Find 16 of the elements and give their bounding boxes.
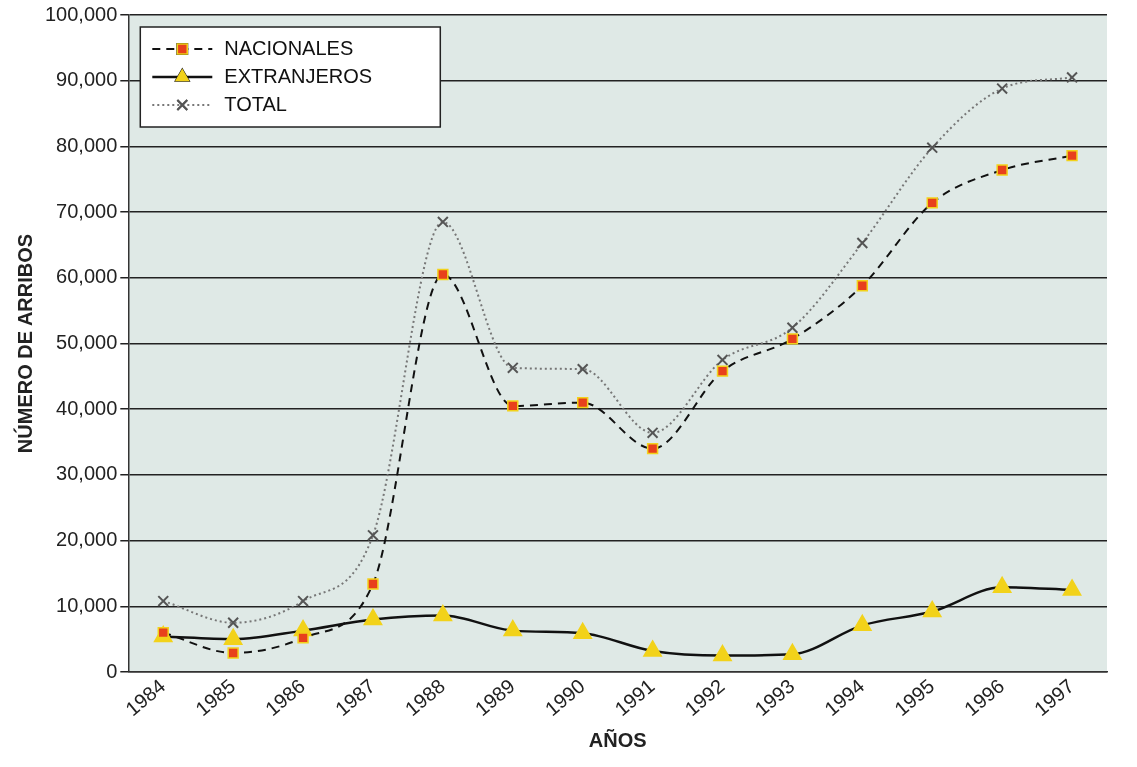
y-tick-label: 10,000	[56, 593, 118, 616]
y-tick-label: 30,000	[56, 462, 118, 485]
y-tick-label: 90,000	[56, 68, 118, 91]
legend-label: NACIONALES	[224, 36, 354, 59]
y-tick-label: 100,000	[45, 2, 118, 25]
y-tick-label: 20,000	[56, 528, 118, 551]
y-tick-label: 50,000	[56, 331, 118, 354]
legend-label: EXTRANJEROS	[224, 64, 373, 87]
y-tick-label: 80,000	[56, 133, 118, 156]
y-tick-label: 60,000	[56, 265, 118, 288]
y-tick-label: 0	[106, 659, 118, 682]
y-axis-title: NÚMERO DE ARRIBOS	[12, 233, 36, 454]
legend-label: TOTAL	[224, 92, 287, 115]
y-tick-label: 40,000	[56, 396, 118, 419]
y-tick-label: 70,000	[56, 199, 118, 222]
x-axis-title: AÑOS	[588, 728, 647, 751]
